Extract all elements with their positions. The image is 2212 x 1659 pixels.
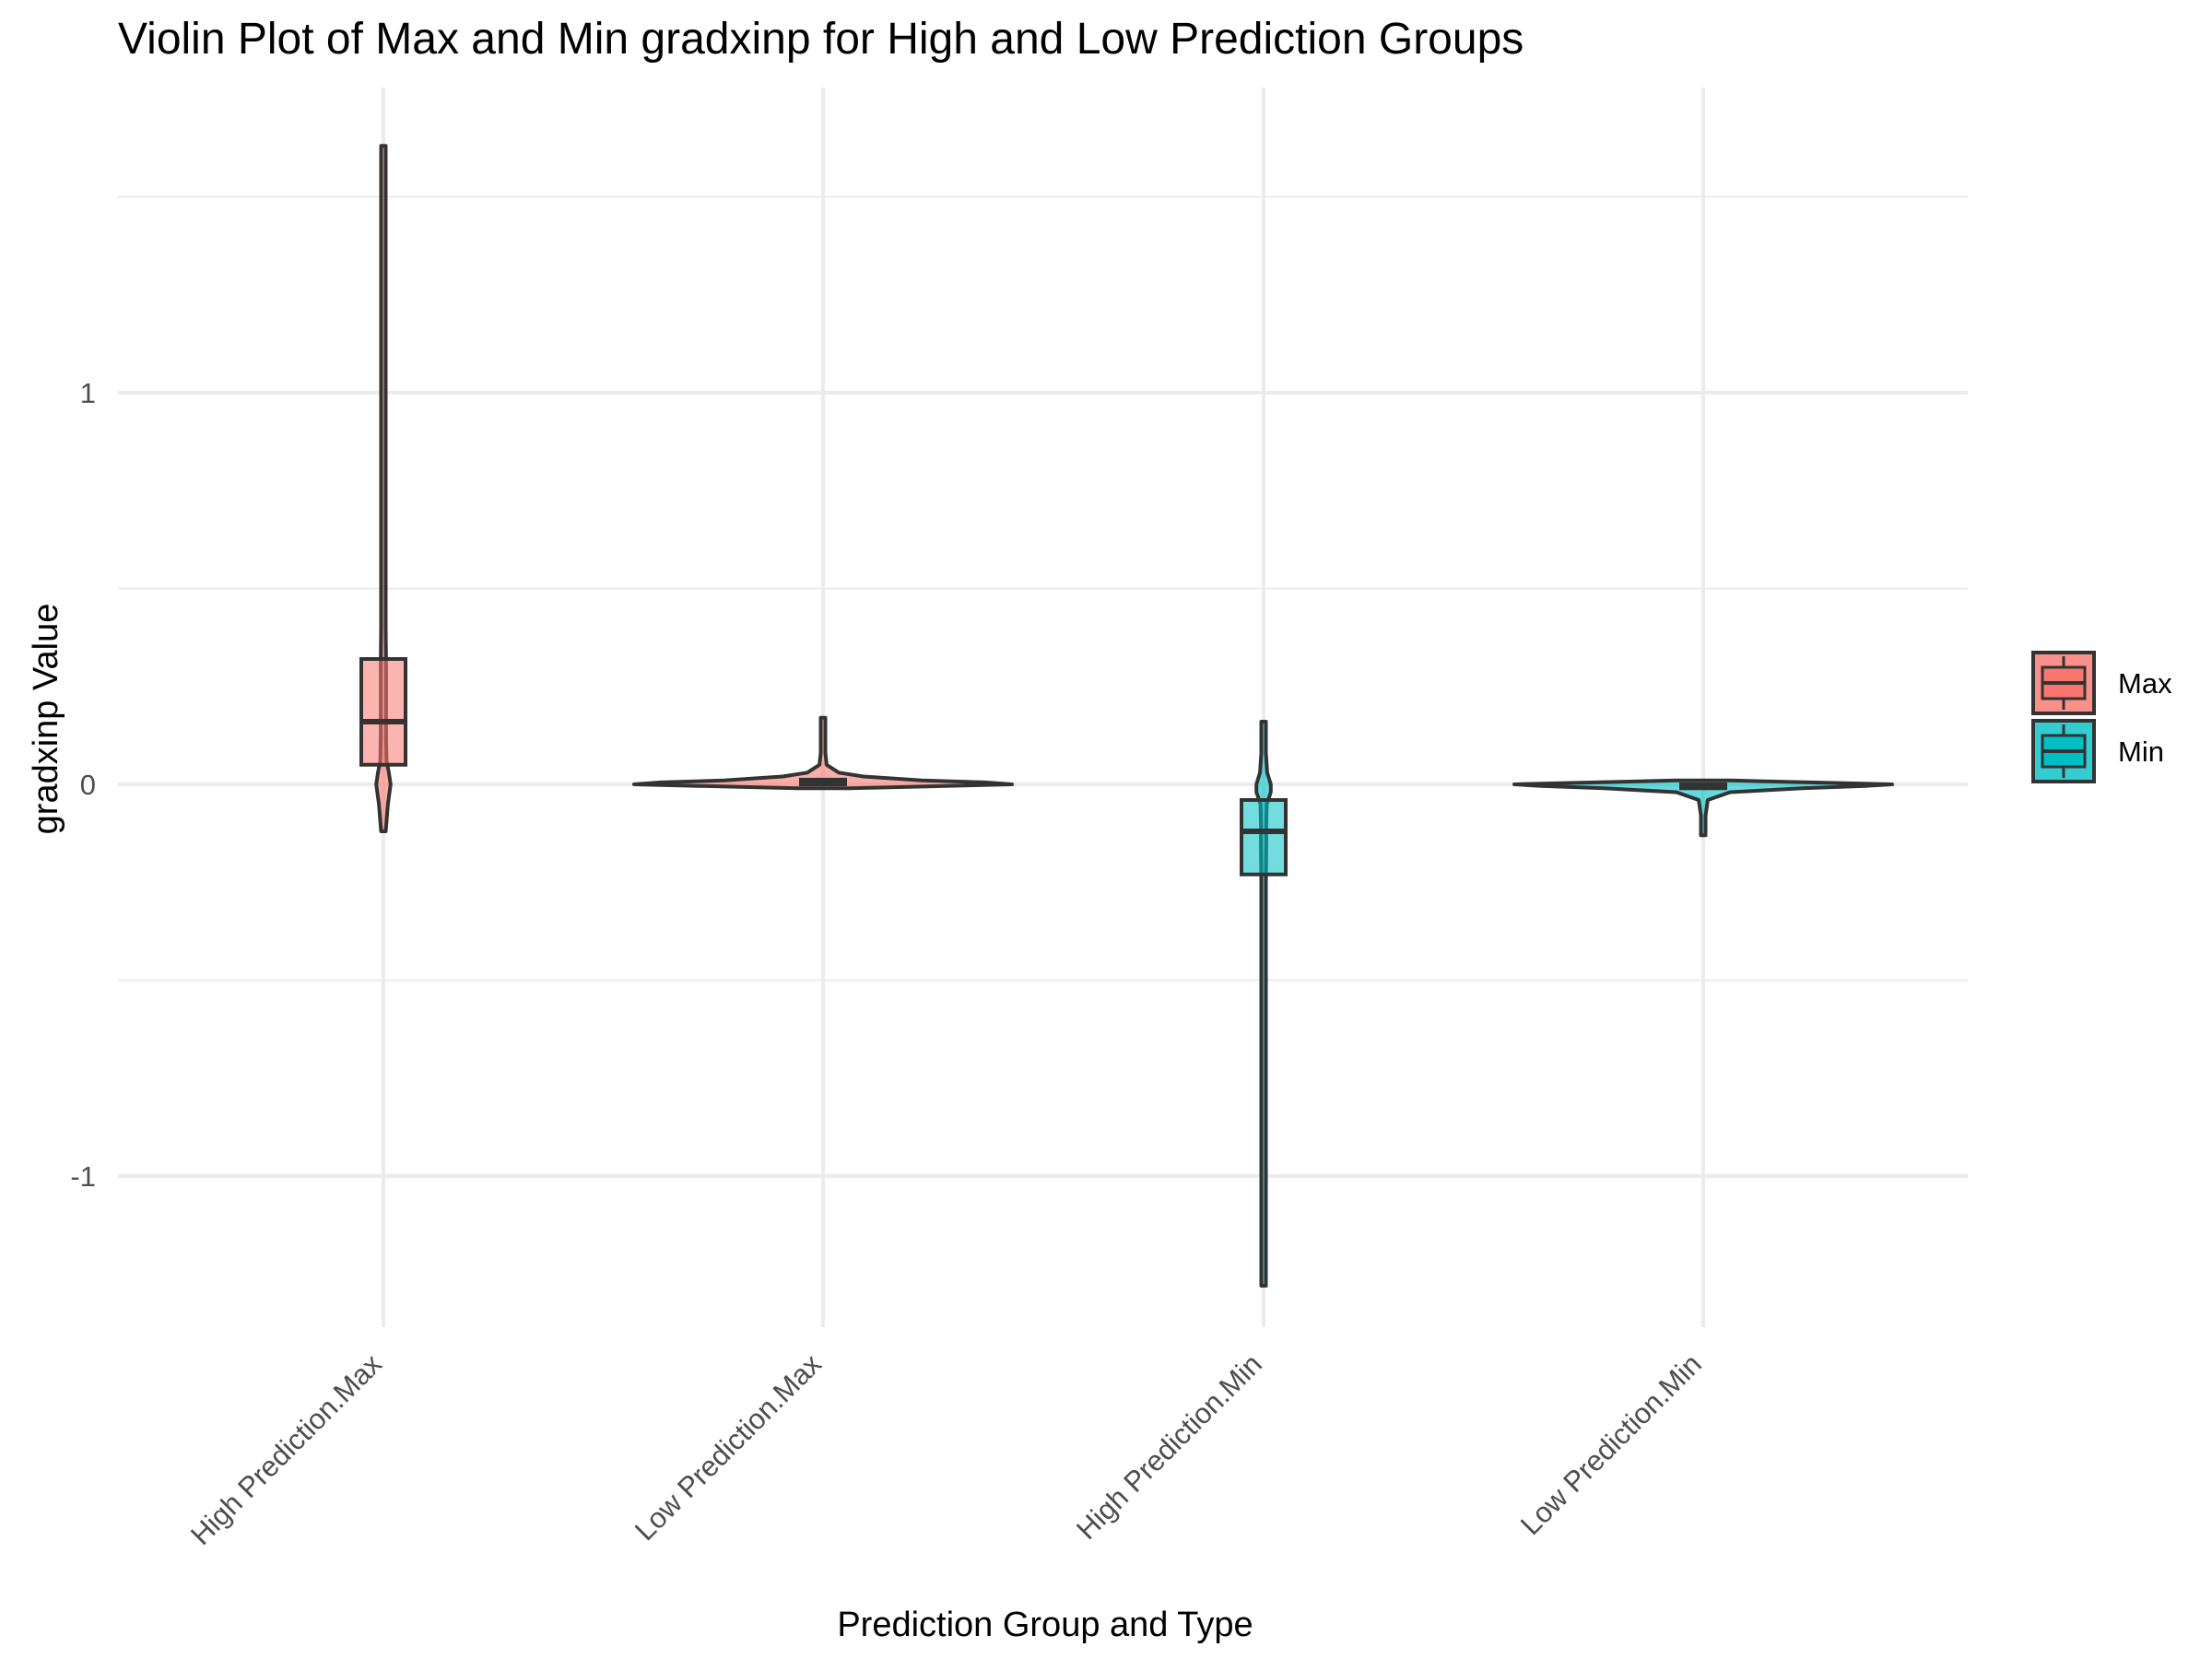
legend-label: Max — [2118, 667, 2172, 700]
x-tick-label: Low Prediction.Max — [629, 1347, 828, 1547]
x-tick-labels: High Prediction.Max Low Prediction.Max Hig… — [184, 1347, 1708, 1551]
x-tick-label: High Prediction.Max — [184, 1347, 388, 1551]
y-tick-labels: 1 0 -1 — [70, 377, 96, 1193]
y-tick-label: 0 — [80, 769, 96, 801]
y-axis-title: gradxinp Value — [27, 604, 65, 835]
legend: Max Min — [2031, 651, 2172, 783]
box-iqr — [359, 657, 407, 767]
x-tick-label: Low Prediction.Min — [1514, 1347, 1708, 1541]
chart-title: Violin Plot of Max and Min gradxinp for … — [118, 15, 1524, 64]
x-axis-title: Prediction Group and Type — [837, 1606, 1253, 1644]
y-tick-label: -1 — [70, 1160, 96, 1193]
violin-shape — [1254, 720, 1273, 1288]
violin-shape — [1512, 778, 1894, 838]
violin-shape — [632, 715, 1014, 791]
violin-layer — [359, 144, 1894, 1288]
box-iqr — [1240, 798, 1288, 877]
x-tick-label: High Prediction.Min — [1070, 1347, 1268, 1546]
legend-label: Min — [2118, 735, 2164, 768]
y-tick-label: 1 — [80, 377, 96, 409]
